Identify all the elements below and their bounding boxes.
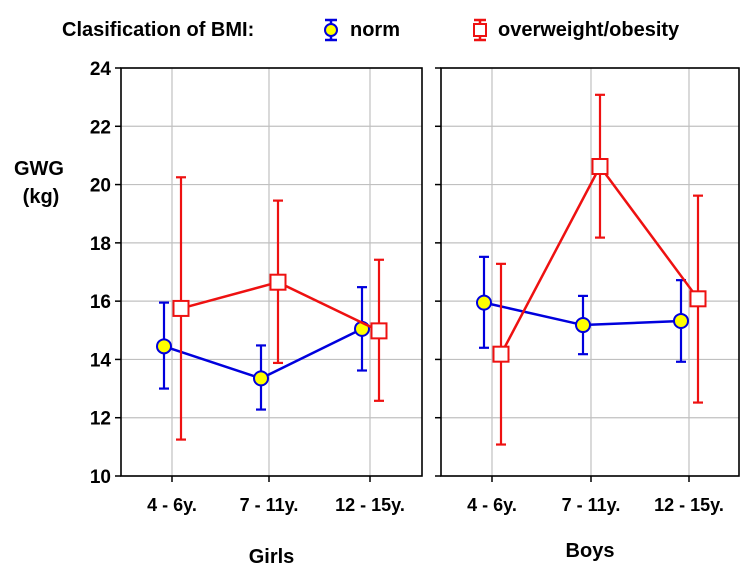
panel-label-boys: Boys [566,540,615,562]
x-tick-label: 4 - 6y. [467,495,517,515]
point-norm-boys [476,294,492,311]
y-tick-label: 24 [90,59,112,80]
panel-girls: 10 12 14 16 18 20 22 24 4 - 6y. 7 - 11y. 12 - 15y.… [90,59,423,567]
point-norm-boys [575,317,591,334]
panel-label-girls: Girls [249,546,295,567]
point-norm-girls [156,338,172,355]
point-overweight-girls [370,322,388,340]
point-overweight-girls [269,273,287,291]
panel-boys: 4 - 6y. 7 - 11y. 12 - 15y. Boys [435,67,740,562]
x-tick-label: 12 - 15y. [335,495,405,515]
y-tick-label: 16 [90,292,111,313]
y-tick-label: 14 [90,350,112,371]
y-axis-label-line2: (kg) [23,186,60,208]
legend: Clasification of BMI: norm overweight/ob… [62,18,680,42]
y-tick-label: 22 [90,117,111,138]
y-tick-label: 10 [90,467,111,488]
legend-norm-marker [324,18,338,42]
legend-overweight-marker [473,18,487,42]
x-tick-label: 7 - 11y. [562,495,621,515]
x-tick-label: 7 - 11y. [240,495,299,515]
plot-frame [440,67,740,477]
y-tick-label: 18 [90,234,111,255]
plot-frame [120,67,423,477]
point-overweight-boys [689,290,707,308]
legend-overweight-label: overweight/obesity [498,19,680,41]
point-overweight-girls [172,299,190,317]
x-tick-label: 4 - 6y. [147,495,197,515]
legend-title: Clasification of BMI: [62,19,254,41]
point-norm-girls [253,370,269,387]
point-overweight-boys [591,158,609,176]
y-tick-label: 20 [90,176,111,197]
legend-norm-label: norm [350,19,400,41]
y-tick-label: 12 [90,409,111,430]
plot-layer: 10 12 14 16 18 20 22 24 4 - 6y. 7 - 11y. 12 - 15y.… [90,59,740,567]
x-tick-label: 12 - 15y. [654,495,724,515]
y-axis-label-line1: GWG [14,158,64,180]
point-norm-boys [673,312,689,329]
point-overweight-boys [492,345,510,363]
